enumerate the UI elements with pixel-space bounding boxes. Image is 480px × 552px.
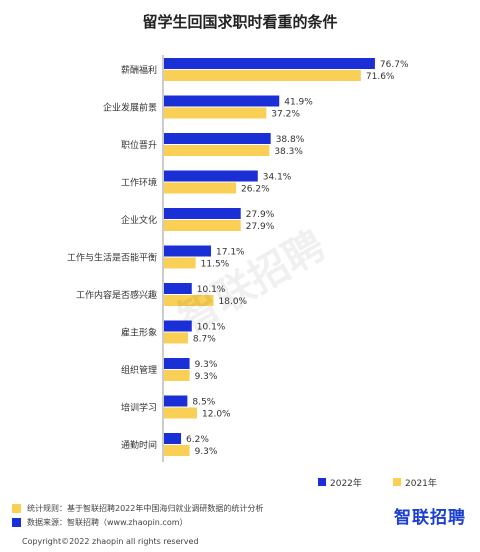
category-label: 职位晋升 bbox=[121, 139, 157, 151]
bar-2021 bbox=[164, 107, 267, 119]
bar-2022 bbox=[164, 433, 182, 444]
category-label: 企业文化 bbox=[121, 214, 157, 226]
data-label: 10.1% bbox=[197, 323, 226, 333]
legend-swatch bbox=[318, 478, 326, 486]
data-label: 27.9% bbox=[246, 210, 275, 220]
bar-2022 bbox=[164, 320, 192, 332]
legend-label: 2021年 bbox=[405, 477, 437, 489]
data-label: 8.7% bbox=[193, 335, 216, 345]
bar-2021 bbox=[164, 182, 237, 194]
legend-swatch bbox=[393, 478, 401, 486]
bar-2022 bbox=[164, 358, 190, 369]
bars-group: 薪酬福利 76.7% 71.6% 企业发展前景 41.9% 37.2% 职位晋升 38.8% 3… bbox=[67, 58, 409, 457]
bar-2022 bbox=[164, 395, 188, 407]
bar-chart: 留学生回国求职时看重的条件 薪酬福利 76.7% 71.6% 企业发展前景 41.9% 3… bbox=[67, 13, 437, 489]
bar-2022 bbox=[164, 133, 271, 144]
data-label: 34.1% bbox=[263, 173, 292, 183]
category-label: 企业发展前景 bbox=[103, 102, 157, 114]
category-label: 雇主形象 bbox=[121, 327, 157, 339]
category-label: 工作与生活是否能平衡 bbox=[67, 252, 157, 264]
note-rule-swatch bbox=[12, 503, 21, 513]
bar-2022 bbox=[164, 283, 192, 294]
data-label: 27.9% bbox=[246, 222, 275, 232]
data-label: 10.1% bbox=[197, 285, 226, 295]
data-label: 12.0% bbox=[202, 410, 231, 420]
data-label: 9.3% bbox=[195, 447, 218, 457]
category-label: 培训学习 bbox=[121, 402, 157, 414]
bar-2021 bbox=[164, 445, 190, 456]
bar-2021 bbox=[164, 220, 241, 231]
category-label: 工作环境 bbox=[121, 177, 157, 189]
data-label: 26.2% bbox=[241, 185, 270, 195]
note-source: 数据来源：智联招聘（www.zhaopin.com） bbox=[12, 515, 468, 529]
data-label: 37.2% bbox=[271, 110, 300, 120]
data-label: 71.6% bbox=[366, 72, 395, 82]
bar-2022 bbox=[164, 58, 375, 69]
bar-2021 bbox=[164, 332, 188, 344]
legend-label: 2022年 bbox=[330, 477, 362, 489]
data-label: 38.3% bbox=[274, 147, 303, 157]
bar-2021 bbox=[164, 70, 361, 81]
bar-2021 bbox=[164, 257, 196, 269]
category-label: 通勤时间 bbox=[121, 439, 157, 451]
data-label: 38.8% bbox=[276, 135, 305, 145]
data-label: 41.9% bbox=[284, 98, 313, 108]
data-label: 11.5% bbox=[201, 260, 230, 270]
brand-logo: 智联招聘 bbox=[394, 508, 466, 528]
bar-2022 bbox=[164, 170, 258, 182]
copyright-text: Copyright©2022 zhaopin all rights reserv… bbox=[22, 537, 199, 546]
bar-2021 bbox=[164, 145, 270, 156]
note-source-text: 数据来源：智联招聘（www.zhaopin.com） bbox=[27, 517, 188, 527]
footer-notes: 统计规则：基于智联招聘2022年中国海归就业调研数据的统计分析 数据来源：智联招… bbox=[12, 501, 468, 529]
bar-2022 bbox=[164, 245, 212, 257]
data-label: 17.1% bbox=[216, 248, 245, 258]
note-source-swatch bbox=[12, 517, 21, 527]
legend: 2022年 2021年 bbox=[318, 477, 437, 489]
data-label: 9.3% bbox=[195, 360, 218, 370]
data-label: 6.2% bbox=[186, 435, 209, 445]
bar-2022 bbox=[164, 95, 280, 107]
data-label: 9.3% bbox=[195, 372, 218, 382]
note-rule: 统计规则：基于智联招聘2022年中国海归就业调研数据的统计分析 bbox=[12, 501, 468, 515]
data-label: 76.7% bbox=[380, 60, 409, 70]
data-label: 18.0% bbox=[219, 297, 248, 307]
data-label: 8.5% bbox=[192, 398, 215, 408]
chart-title: 留学生回国求职时看重的条件 bbox=[142, 13, 337, 31]
bar-2021 bbox=[164, 295, 214, 306]
category-label: 工作内容是否感兴趣 bbox=[76, 289, 157, 301]
category-label: 组织管理 bbox=[121, 364, 157, 376]
bar-2021 bbox=[164, 407, 197, 419]
bar-2022 bbox=[164, 208, 241, 219]
bar-2021 bbox=[164, 370, 190, 381]
note-rule-text: 统计规则：基于智联招聘2022年中国海归就业调研数据的统计分析 bbox=[27, 503, 264, 513]
category-label: 薪酬福利 bbox=[121, 64, 157, 76]
